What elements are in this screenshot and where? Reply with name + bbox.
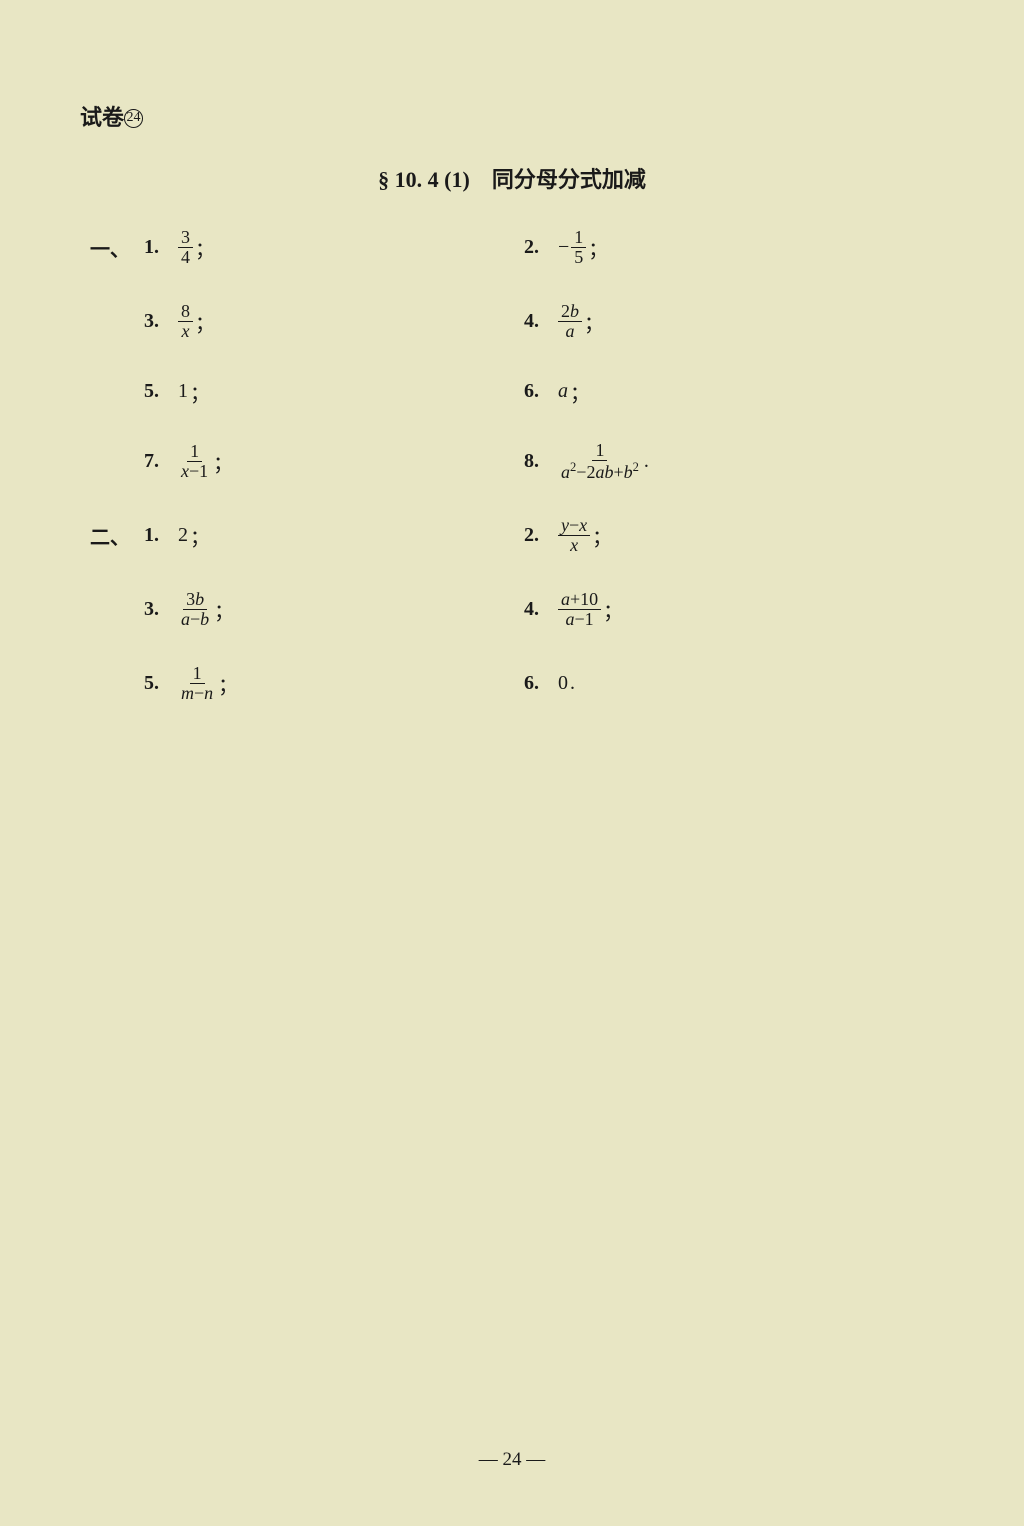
page: 试卷24 § 10. 4 (1) 同分母分式加减 一、1.34；2.−15；3.… (0, 0, 1024, 1526)
header-label: 试卷24 (80, 100, 944, 132)
answer-right: 2. y−xx； (524, 516, 612, 555)
item-answer: a+10a−1； (558, 590, 623, 629)
item-answer: −15； (558, 228, 608, 267)
page-number: — 24 — (0, 1449, 1024, 1471)
header-prefix: 试卷 (80, 105, 124, 130)
answer-right: 4. 2ba； (524, 302, 604, 341)
item-number: 6. (524, 672, 546, 695)
answer-row: 二、1. 2； 2. y−xx； (90, 510, 944, 560)
item-number: 4. (524, 598, 546, 621)
item-number: 1. (144, 524, 166, 547)
section-marker: 二、 (90, 521, 144, 550)
item-number: 4. (524, 310, 546, 333)
answer-left: 1. 2； (144, 521, 524, 550)
header-circle-num: 24 (124, 109, 143, 128)
answer-right: 2. −15； (524, 228, 608, 267)
answer-left: 5. 1m−n； (144, 664, 524, 703)
answer-row: 5. 1m−n； 6. 0. (90, 658, 944, 708)
content-area: 一、1.34；2.−15；3.8x；4.2ba；5.1；6.a；7.1x−1；8… (80, 222, 944, 708)
answer-right: 6. a； (524, 377, 590, 406)
answer-right: 4. a+10a−1； (524, 590, 623, 629)
answer-right: 8. 1a2−2ab+b2. (524, 441, 649, 482)
item-number: 5. (144, 672, 166, 695)
answer-left: 3. 8x； (144, 302, 524, 341)
item-answer: 1； (178, 377, 210, 406)
answer-left: 7. 1x−1； (144, 442, 524, 481)
item-answer: y−xx； (558, 516, 612, 555)
answer-left: 1. 34； (144, 228, 524, 267)
section-title: § 10. 4 (1) 同分母分式加减 (80, 162, 944, 194)
item-number: 7. (144, 450, 166, 473)
item-number: 3. (144, 310, 166, 333)
item-number: 8. (524, 450, 546, 473)
answer-right: 6. 0. (524, 672, 575, 695)
item-answer: a； (558, 377, 590, 406)
answer-left: 3. 3ba−b； (144, 590, 524, 629)
answer-row: 3. 3ba−b； 4. a+10a−1； (90, 584, 944, 634)
answer-row: 3. 8x； 4. 2ba； (90, 296, 944, 346)
item-answer: 8x； (178, 302, 215, 341)
item-number: 1. (144, 236, 166, 259)
item-answer: 3ba−b； (178, 590, 234, 629)
item-number: 2. (524, 524, 546, 547)
answer-left: 5. 1； (144, 377, 524, 406)
answer-row: 一、1. 34； 2. −15； (90, 222, 944, 272)
item-answer: 2； (178, 521, 210, 550)
item-answer: 1x−1； (178, 442, 233, 481)
item-number: 3. (144, 598, 166, 621)
answer-row: 5. 1； 6. a； (90, 370, 944, 412)
answer-row: 7. 1x−1； 8. 1a2−2ab+b2. (90, 436, 944, 486)
item-answer: 2ba； (558, 302, 604, 341)
item-number: 6. (524, 380, 546, 403)
item-number: 5. (144, 380, 166, 403)
item-answer: 1a2−2ab+b2. (558, 441, 649, 482)
item-number: 2. (524, 236, 546, 259)
item-answer: 0. (558, 672, 575, 695)
section-marker: 一、 (90, 233, 144, 262)
item-answer: 34； (178, 228, 215, 267)
item-answer: 1m−n； (178, 664, 238, 703)
